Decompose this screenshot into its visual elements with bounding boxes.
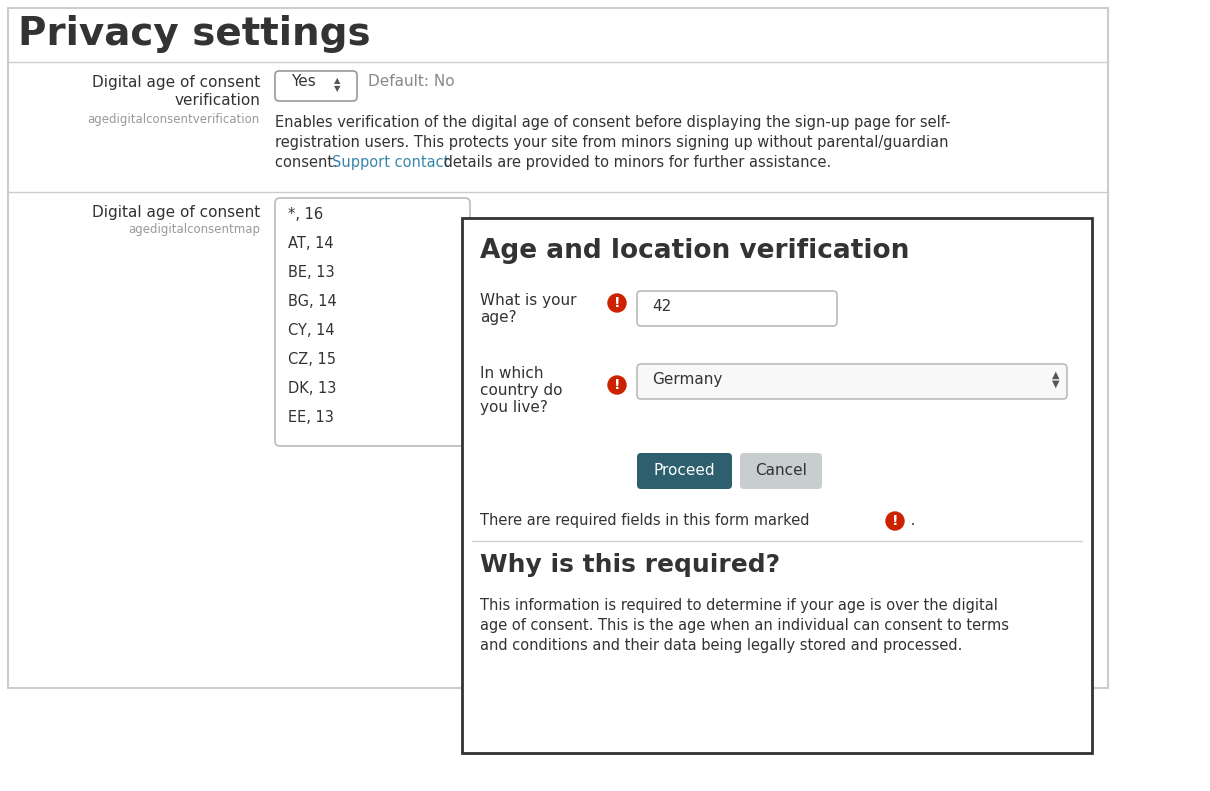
Text: registration users. This protects your site from minors signing up without paren: registration users. This protects your s… (275, 135, 949, 150)
Text: you live?: you live? (480, 400, 548, 415)
Text: Default: No: Default: No (368, 74, 455, 89)
Text: *, 16: *, 16 (288, 207, 323, 222)
Text: agedigitalconsentmap: agedigitalconsentmap (128, 223, 260, 236)
Text: There are required fields in this form marked: There are required fields in this form m… (480, 513, 809, 528)
Text: ▼: ▼ (334, 84, 340, 93)
Bar (8, 8, 1108, 688)
Text: ▲: ▲ (1051, 370, 1060, 380)
Text: Cancel: Cancel (755, 463, 807, 478)
Text: CY, 14: CY, 14 (288, 323, 335, 338)
Text: BG, 14: BG, 14 (288, 294, 336, 309)
Text: Support contact: Support contact (332, 155, 449, 170)
Text: EE, 13: EE, 13 (288, 410, 334, 425)
Text: .: . (906, 513, 916, 528)
Text: details are provided to minors for further assistance.: details are provided to minors for furth… (439, 155, 831, 170)
Text: consent.: consent. (275, 155, 342, 170)
Text: This information is required to determine if your age is over the digital: This information is required to determin… (480, 598, 998, 613)
Text: age of consent. This is the age when an individual can consent to terms: age of consent. This is the age when an … (480, 618, 1009, 633)
Text: age?: age? (480, 310, 517, 325)
Text: Why is this required?: Why is this required? (480, 553, 780, 577)
Text: What is your: What is your (480, 293, 576, 308)
FancyBboxPatch shape (636, 291, 837, 326)
Text: In which: In which (480, 366, 543, 381)
FancyBboxPatch shape (275, 71, 357, 101)
Text: !: ! (892, 514, 898, 528)
Text: verification: verification (174, 93, 260, 108)
Text: Enables verification of the digital age of consent before displaying the sign-up: Enables verification of the digital age … (275, 115, 951, 130)
Text: ▼: ▼ (1051, 379, 1060, 389)
Text: !: ! (613, 378, 621, 392)
Text: Age and location verification: Age and location verification (480, 238, 910, 264)
Text: AT, 14: AT, 14 (288, 236, 334, 251)
Text: Germany: Germany (652, 372, 722, 387)
Text: CZ, 15: CZ, 15 (288, 352, 336, 367)
Text: Digital age of consent: Digital age of consent (92, 75, 260, 90)
FancyBboxPatch shape (636, 364, 1067, 399)
Text: BE, 13: BE, 13 (288, 265, 335, 280)
Text: country do: country do (480, 383, 563, 398)
Text: DK, 13: DK, 13 (288, 381, 336, 396)
Text: Yes: Yes (290, 74, 316, 89)
FancyBboxPatch shape (275, 198, 469, 446)
FancyBboxPatch shape (636, 453, 732, 489)
Text: !: ! (613, 296, 621, 310)
Text: and conditions and their data being legally stored and processed.: and conditions and their data being lega… (480, 638, 962, 653)
Circle shape (886, 512, 904, 530)
FancyBboxPatch shape (741, 453, 822, 489)
Bar (462, 218, 1091, 753)
Text: Proceed: Proceed (653, 463, 715, 478)
Text: ▲: ▲ (334, 76, 340, 85)
Text: Privacy settings: Privacy settings (18, 15, 370, 53)
Text: agedigitalconsentverification: agedigitalconsentverification (88, 113, 260, 126)
Circle shape (607, 376, 626, 394)
Text: Digital age of consent: Digital age of consent (92, 205, 260, 220)
Text: 42: 42 (652, 299, 672, 314)
Circle shape (607, 294, 626, 312)
